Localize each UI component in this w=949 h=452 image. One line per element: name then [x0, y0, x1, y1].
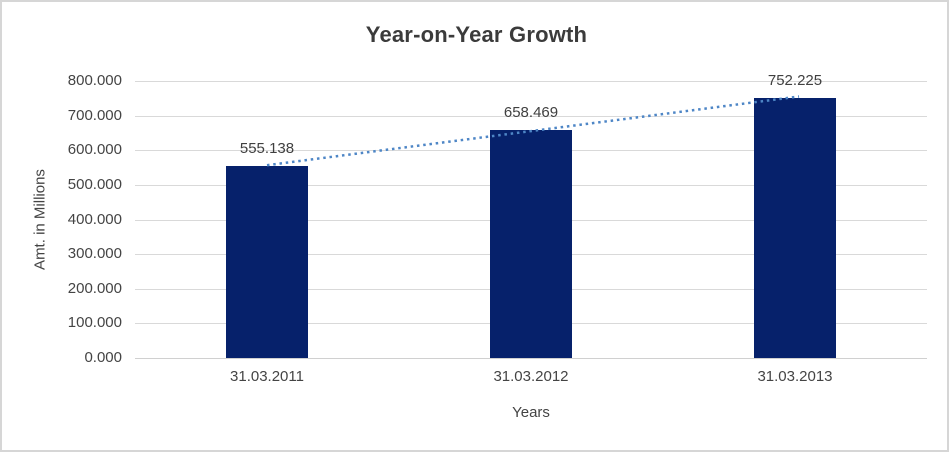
gridline [135, 81, 927, 82]
y-tick-label: 300.000 [67, 245, 122, 263]
plot-area: 555.138 658.469 752.225 [135, 72, 927, 359]
y-tick-label: 0.000 [84, 349, 122, 366]
x-category-label: 31.03.2013 [757, 368, 833, 385]
bar-31.03.2013 [754, 97, 836, 358]
y-tick-label: 800.000 [67, 72, 122, 89]
bar-data-label: 658.469 [503, 104, 559, 121]
y-tick-label: 400.000 [67, 210, 122, 228]
x-category-label: 31.03.2012 [493, 368, 569, 385]
y-tick-label: 200.000 [67, 279, 122, 297]
y-tick-label: 700.000 [67, 106, 122, 124]
y-tick-label: 100.000 [67, 314, 122, 332]
chart-title: Year-on-Year Growth [365, 22, 588, 47]
bar-data-label: 752.225 [767, 71, 823, 89]
x-axis-title: Years [512, 404, 550, 421]
y-tick-label: 600.000 [67, 141, 122, 159]
bar-data-label: 555.138 [239, 139, 295, 157]
gridline [135, 358, 927, 359]
x-category-label: 31.03.2011 [230, 368, 304, 385]
bar-31.03.2011 [226, 165, 308, 358]
y-tick-label: 500.000 [67, 175, 122, 193]
bar-31.03.2012 [490, 130, 572, 358]
